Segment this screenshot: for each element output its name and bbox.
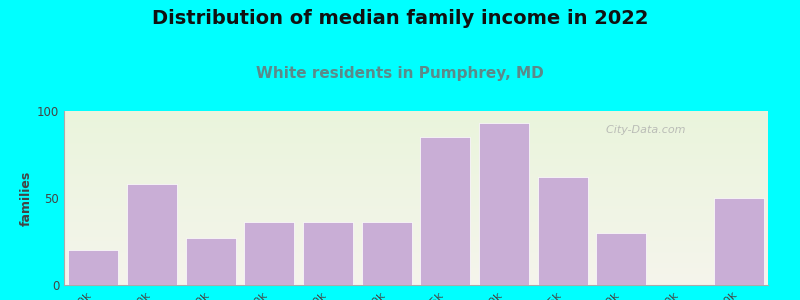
Bar: [362, 222, 411, 285]
Bar: [421, 137, 470, 285]
Y-axis label: families: families: [20, 170, 33, 226]
Text: Distribution of median family income in 2022: Distribution of median family income in …: [152, 9, 648, 28]
Bar: [303, 222, 353, 285]
Bar: [186, 238, 235, 285]
Text: City-Data.com: City-Data.com: [599, 125, 686, 135]
Bar: [596, 233, 646, 285]
Bar: [479, 123, 529, 285]
Bar: [714, 198, 763, 285]
Bar: [69, 250, 118, 285]
Bar: [245, 222, 294, 285]
Bar: [127, 184, 177, 285]
Text: White residents in Pumphrey, MD: White residents in Pumphrey, MD: [256, 66, 544, 81]
Bar: [538, 177, 587, 285]
